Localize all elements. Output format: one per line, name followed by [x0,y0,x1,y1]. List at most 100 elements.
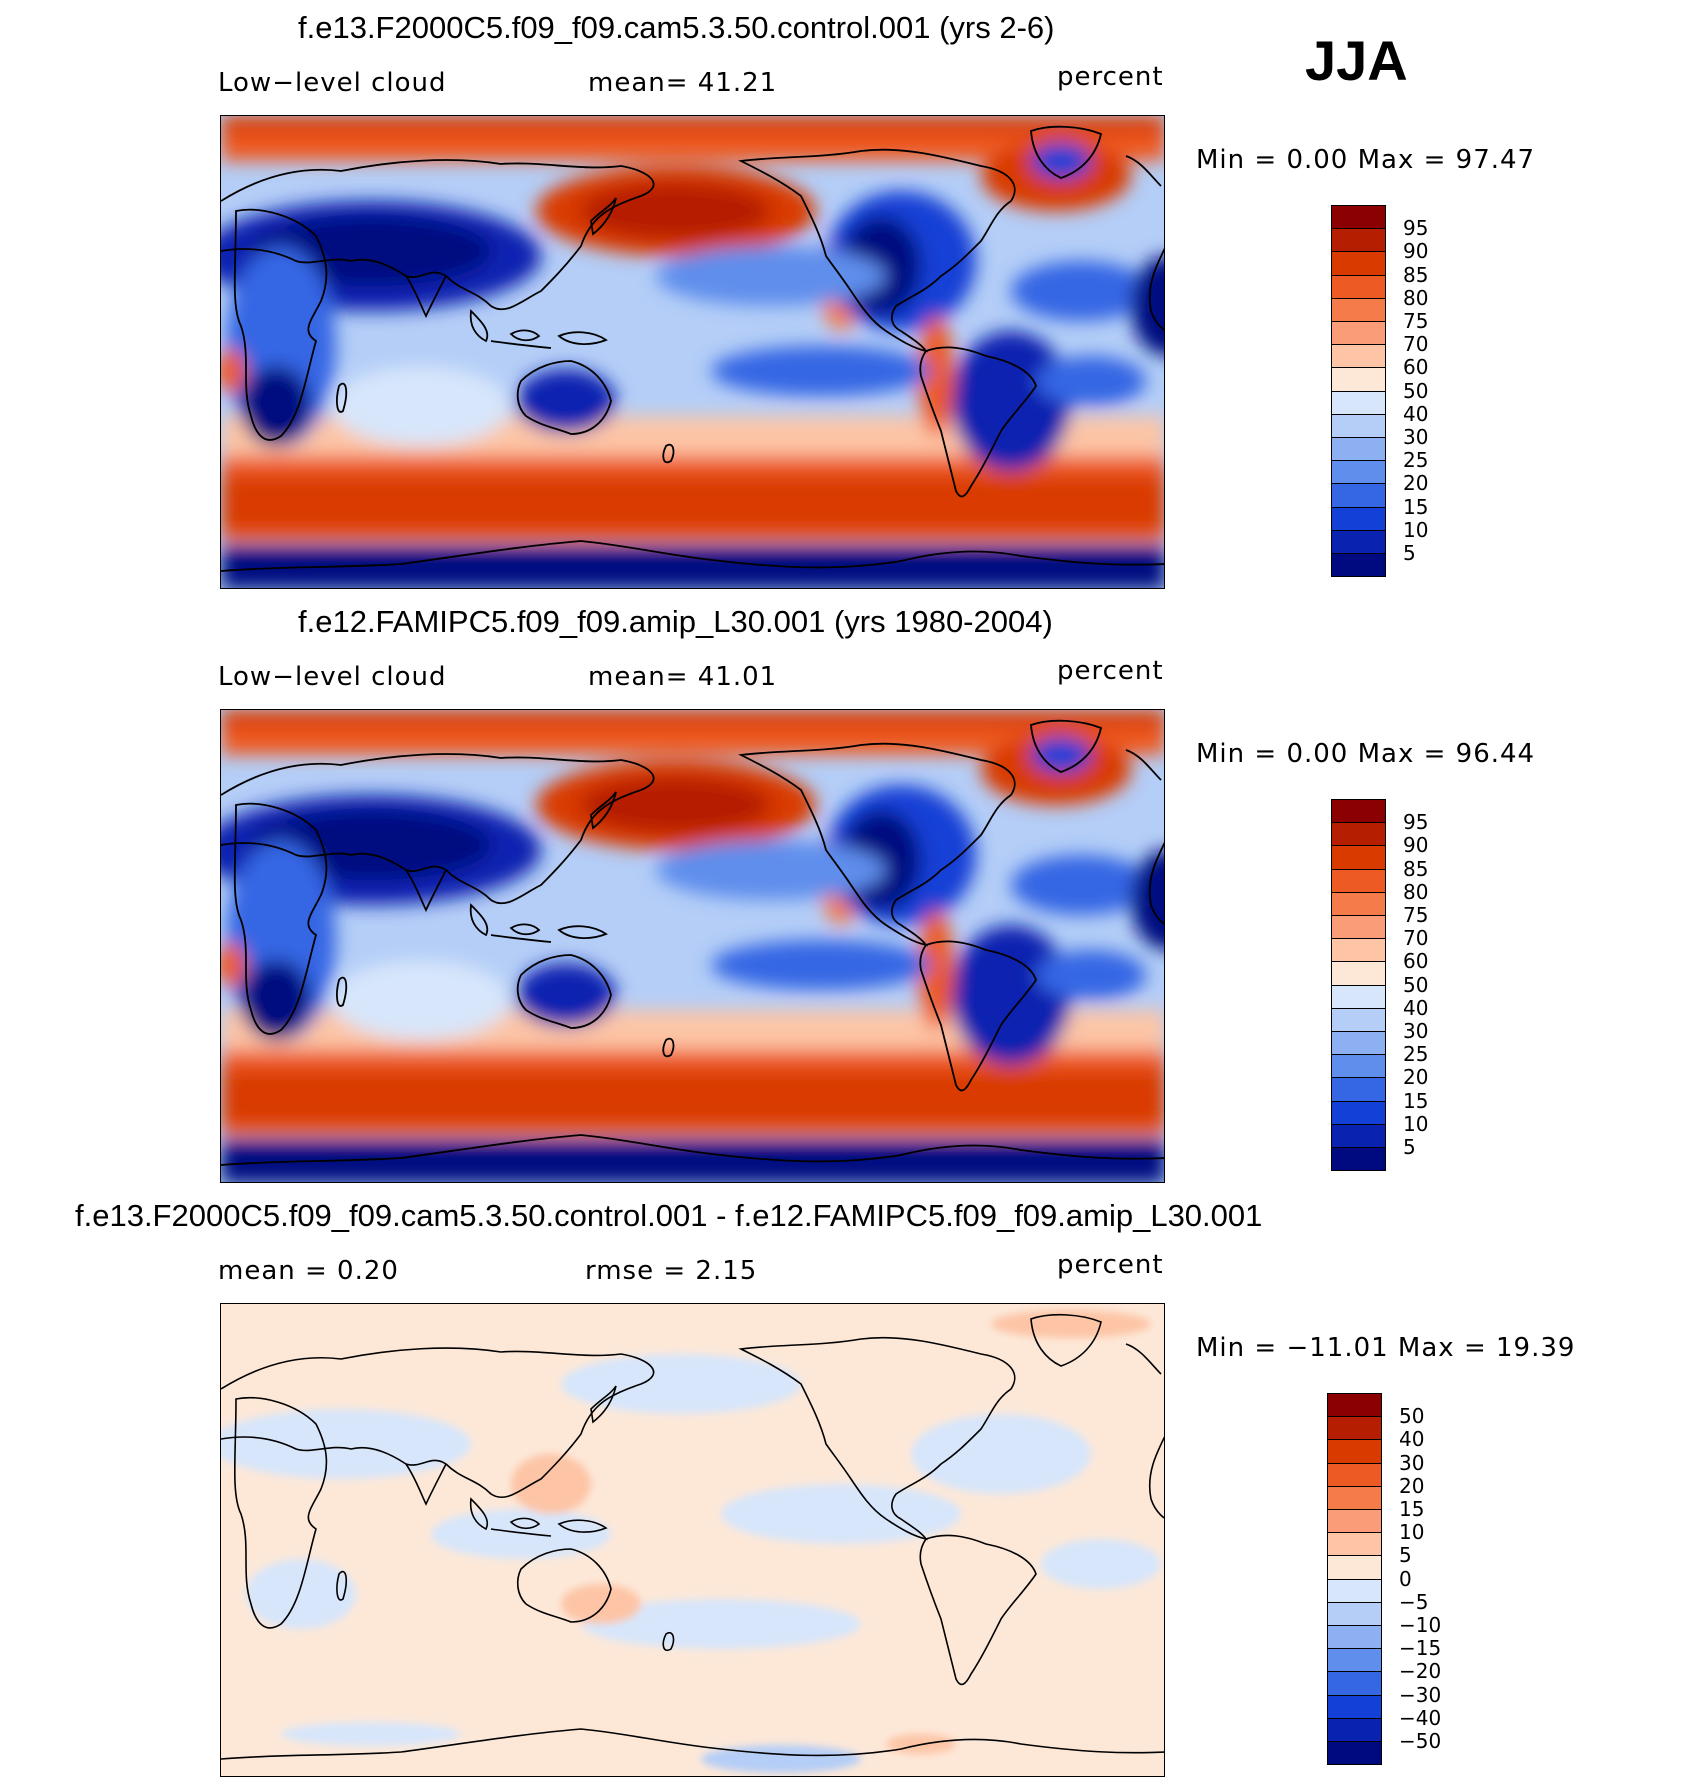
colorbar-tick-label: 10 [1403,1111,1429,1136]
colorbar-swatch [1331,553,1386,578]
colorbar-tick-label: 85 [1403,262,1429,287]
colorbar-tick-label: 75 [1403,903,1429,927]
colorbar-tick-label: 50 [1403,972,1429,997]
minmax-label: Min = 0.00 Max = 97.47 [1196,145,1536,175]
colorbar-swatch [1327,1648,1382,1673]
colorbar-swatch [1327,1485,1382,1510]
colorbar-swatch [1327,1671,1382,1696]
season-label: JJA [1305,29,1408,92]
colorbar-swatch [1327,1439,1382,1464]
colorbar-swatch [1331,822,1386,847]
colorbar-swatch [1327,1717,1382,1742]
colorbar-swatch [1331,1007,1386,1032]
colorbar-swatch [1331,1031,1386,1056]
colorbar-tick-label: 15 [1399,1497,1425,1521]
colorbar-swatch [1331,1054,1386,1079]
colorbar-tick-label: 10 [1399,1520,1425,1545]
colorbar-tick-label: −40 [1399,1705,1442,1730]
colorbar-swatch [1327,1532,1382,1557]
colorbar-swatch [1331,367,1386,392]
colorbar-swatch [1331,390,1386,415]
colorbar-tick-label: 40 [1403,401,1429,426]
colorbar-swatch [1331,1147,1386,1172]
colorbar-swatch [1331,437,1386,462]
colorbar-swatch [1327,1393,1382,1418]
colorbar-tick-label: 30 [1403,1019,1429,1043]
difference-field-map [221,1304,1164,1777]
mean-label: mean= 41.21 [588,68,778,98]
colorbar-swatch [1327,1601,1382,1626]
colorbar-swatch [1327,1462,1382,1487]
colorbar-tick-label: 80 [1403,285,1429,310]
colorbar-tick-label: 75 [1403,309,1429,333]
colorbar-tick-label: 95 [1403,216,1429,241]
colorbar-tick-label: 50 [1399,1404,1425,1429]
colorbar-tick-label: −15 [1399,1636,1442,1661]
colorbar-swatch [1331,915,1386,940]
minmax-label: Min = −11.01 Max = 19.39 [1196,1333,1576,1363]
panel-title: f.e13.F2000C5.f09_f09.cam5.3.50.control.… [75,1198,1263,1233]
colorbar-tick-label: 5 [1399,1543,1412,1568]
colorbar-swatch [1327,1625,1382,1650]
colorbar-tick-label: 25 [1403,448,1429,473]
panel-title: f.e12.FAMIPC5.f09_f09.amip_L30.001 (yrs … [298,604,1053,639]
colorbar-tick-label: 70 [1403,926,1429,951]
panel-title: f.e13.F2000C5.f09_f09.cam5.3.50.control.… [298,10,1055,45]
colorbar-swatch [1331,1077,1386,1102]
colorbar-tick-label: −30 [1399,1682,1442,1707]
colorbar-tick-label: 60 [1403,949,1429,974]
map-amip [220,709,1165,1183]
colorbar-swatch [1331,274,1386,299]
colorbar-swatch [1331,529,1386,554]
colorbar-swatch [1331,984,1386,1009]
colorbar-tick-label: −10 [1399,1613,1442,1637]
colorbar-swatch [1331,799,1386,824]
colorbar-swatch [1331,297,1386,322]
colorbar-swatch [1327,1509,1382,1534]
colorbar-tick-label: 80 [1403,879,1429,904]
colorbar-swatch [1331,205,1386,230]
cloud-field-map [221,116,1164,589]
colorbar-tick-label: 50 [1403,378,1429,403]
colorbar-tick-label: −5 [1399,1589,1429,1614]
colorbar-tick-label: 60 [1403,355,1429,380]
colorbar-tick-label: 30 [1403,425,1429,449]
colorbar-swatch [1331,413,1386,438]
colorbar-swatch [1331,251,1386,276]
colorbar-swatch [1327,1555,1382,1580]
colorbar-swatch [1331,961,1386,986]
rmse-label: rmse = 2.15 [585,1256,758,1286]
colorbar-swatch [1331,483,1386,508]
units-label: percent [1057,656,1164,686]
colorbar-tick-label: 0 [1399,1566,1412,1591]
colorbar-tick-label: 85 [1403,856,1429,881]
colorbar-swatch [1331,228,1386,253]
colorbar-tick-label: 90 [1403,239,1429,264]
colorbar-tick-label: 15 [1403,1088,1429,1113]
colorbar-swatch [1331,1100,1386,1125]
colorbar-tick-label: 25 [1403,1042,1429,1067]
minmax-label: Min = 0.00 Max = 96.44 [1196,739,1536,769]
colorbar-swatch [1331,891,1386,916]
colorbar-swatch [1327,1741,1382,1766]
cloud-field-map [221,710,1164,1183]
colorbar-tick-label: 5 [1403,1135,1416,1159]
map-control [220,115,1165,589]
colorbar-swatch [1331,344,1386,369]
mean-label: mean = 0.20 [218,1256,399,1286]
map-difference [220,1303,1165,1777]
colorbar-swatch [1331,321,1386,346]
colorbar-swatch [1327,1694,1382,1719]
colorbar-swatch [1331,845,1386,870]
mean-label: mean= 41.01 [588,662,778,692]
colorbar-swatch [1331,868,1386,893]
colorbar-tick-label: 5 [1403,541,1416,565]
colorbar-swatch [1327,1416,1382,1441]
colorbar-tick-label: 10 [1403,517,1429,542]
colorbar-tick-label: 30 [1399,1450,1425,1475]
units-label: percent [1057,1250,1164,1280]
colorbar-swatch [1331,460,1386,485]
colorbar-tick-label: −50 [1399,1729,1442,1753]
colorbar-tick-label: 20 [1403,1065,1429,1090]
colorbar-swatch [1327,1578,1382,1603]
